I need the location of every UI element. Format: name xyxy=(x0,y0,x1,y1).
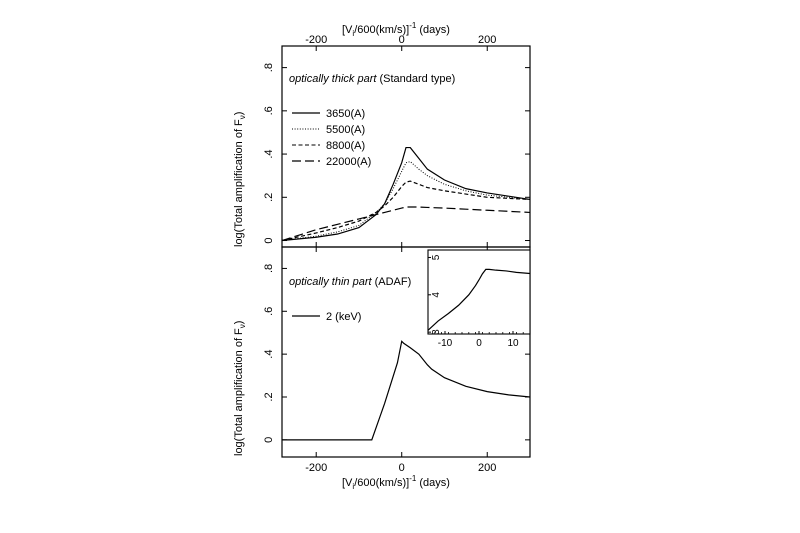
top-x-tick-label-top: 0 xyxy=(399,34,405,46)
top-y-tick-label: 0 xyxy=(263,237,275,243)
top-y-tick-label: .8 xyxy=(263,63,275,72)
inset-y-tick-label: 5 xyxy=(431,254,442,260)
bottom-y-tick-label: .8 xyxy=(263,264,275,273)
bottom-panel-title-italic: optically thin part xyxy=(289,276,372,288)
top-series-line-22000a xyxy=(281,206,531,242)
bottom-x-tick-label: 0 xyxy=(399,462,405,474)
bottom-panel-frame xyxy=(281,246,531,458)
top-panel-title: optically thick part (Standard type) xyxy=(289,73,455,85)
bottom-panel-title: optically thin part (ADAF) xyxy=(289,276,411,288)
bottom-panel: -200 0 200 0 .2 .4 .6 .8 optically thin part (A… xyxy=(233,246,531,491)
top-panel-legend: 3650(A) 5500(A) 8800(A) 22000(A) xyxy=(292,108,371,168)
inset-panel-series xyxy=(427,268,531,331)
top-panel-title-italic: optically thick part xyxy=(289,73,377,85)
top-series-line-3650a xyxy=(281,146,531,242)
top-y-tick-label: .2 xyxy=(263,193,275,202)
inset-x-tick-label: 10 xyxy=(507,338,519,349)
bottom-panel-legend: 2 (keV) xyxy=(292,311,361,323)
bottom-panel-series xyxy=(282,340,531,441)
legend-label-8800: 8800(A) xyxy=(326,140,365,152)
inset-series-line-0 xyxy=(427,268,531,331)
inset-x-tick-label: 0 xyxy=(476,338,482,349)
bottom-y-tick-label: .2 xyxy=(263,392,275,401)
inset-x-tick-label: -10 xyxy=(438,338,453,349)
top-panel-series xyxy=(281,146,531,242)
legend-label-2kev: 2 (keV) xyxy=(326,311,361,323)
top-x-tick-label-top: 200 xyxy=(478,34,496,46)
bottom-x-tick-label: 200 xyxy=(478,462,496,474)
top-x-axis-label: [Vi/600(km/s)]-1 (days) xyxy=(342,21,450,38)
top-panel-title-plain: (Standard type) xyxy=(376,73,455,85)
legend-label-3650: 3650(A) xyxy=(326,108,365,120)
inset-panel: -10 0 10 3 4 5 xyxy=(427,249,531,349)
bottom-y-axis-label: log(Total amplification of Fν) xyxy=(233,321,247,456)
inset-panel-frame xyxy=(427,249,531,335)
top-series-line-5500a xyxy=(281,161,531,242)
top-series-line-8800a xyxy=(281,180,531,242)
top-y-axis-label: log(Total amplification of Fν) xyxy=(233,112,247,247)
bottom-x-axis-label: [Vi/600(km/s)]-1 (days) xyxy=(342,474,450,491)
top-y-tick-label: .6 xyxy=(263,106,275,115)
top-y-tick-label: .4 xyxy=(263,149,275,158)
bottom-y-tick-label: .6 xyxy=(263,307,275,316)
legend-label-5500: 5500(A) xyxy=(326,124,365,136)
bottom-y-tick-label: .4 xyxy=(263,350,275,359)
bottom-series-line-2kev xyxy=(282,340,531,441)
top-panel-marks: -200 0 200 0 .2 .4 .6 .8 xyxy=(263,34,530,247)
top-x-tick-label-top: -200 xyxy=(305,34,327,46)
bottom-panel-title-plain: (ADAF) xyxy=(372,276,412,288)
inset-panel-marks: -10 0 10 3 4 5 xyxy=(427,254,531,349)
bottom-x-tick-label: -200 xyxy=(305,462,327,474)
inset-y-tick-label: 3 xyxy=(431,329,442,335)
legend-label-22000: 22000(A) xyxy=(326,156,371,168)
inset-y-tick-label: 4 xyxy=(431,292,442,298)
top-panel: -200 0 200 0 .2 .4 .6 .8 optically thick part (… xyxy=(233,21,531,248)
bottom-y-tick-label: 0 xyxy=(263,437,275,443)
